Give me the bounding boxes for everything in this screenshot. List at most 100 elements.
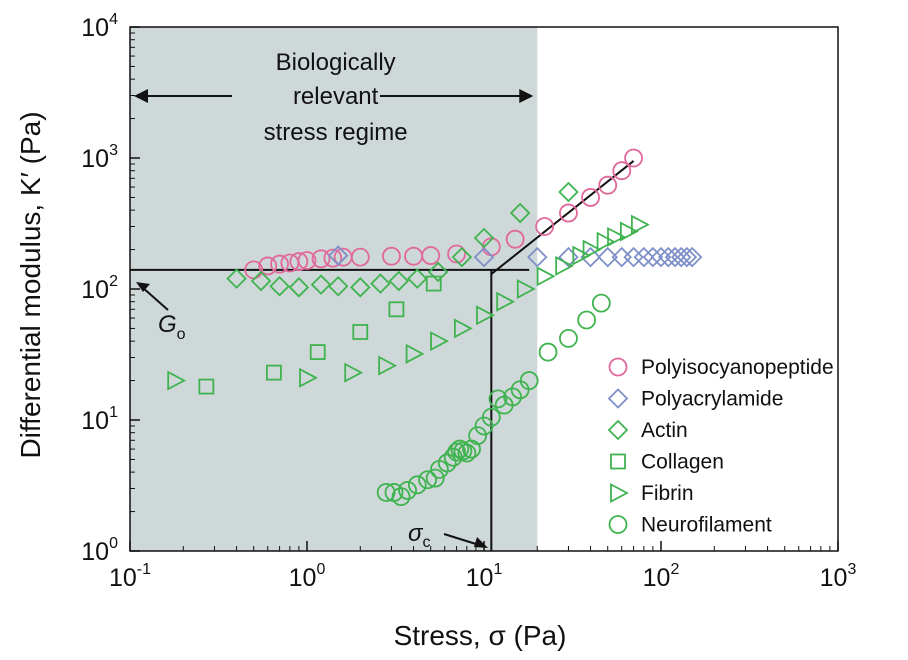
x-tick-label-0: 10-1 [109,561,151,592]
legend-label-polyisocyanopeptide: Polyisocyanopeptide [641,356,834,379]
fibrin-point-9 [516,279,536,299]
polyacrylamide-point-5 [597,246,618,268]
g0-label: Go [158,311,186,343]
fibrin-point-13 [582,239,602,260]
collagen-point-2 [309,344,326,360]
series-neurofilament [376,293,611,507]
sigma-c-arrow-head [474,537,488,548]
y-axis-title: Differential modulus, K′ (Pa) [15,111,46,458]
fibrin-point-14 [596,231,616,252]
polyacrylamide-point-14 [676,246,698,268]
region-arrow-right-head [519,89,534,103]
neurofilament-point-23 [538,342,558,362]
series-fibrin [167,214,650,391]
polyacrylamide-point-4 [580,246,601,268]
actin-point-10 [427,261,449,283]
actin-point-9 [407,268,428,289]
legend-marker-polyisocyanopeptide [608,357,628,377]
legend-label-fibrin: Fibrin [641,482,694,505]
y-tick-label-4: 104 [81,11,118,42]
polyisocyanopeptide-point-9 [350,247,370,267]
legend-label-polyacrylamide: Polyacrylamide [641,388,783,411]
polyacrylamide-point-2 [527,246,548,268]
x-tick-label-4: 103 [820,561,857,592]
fibrin-point-8 [496,291,516,312]
actin-point-7 [370,273,391,294]
fibrin-point-0 [167,370,187,391]
legend-marker-collagen [610,453,626,470]
polyisocyanopeptide-point-17 [559,203,578,223]
g0-arrow-line [141,286,169,311]
fibrin-point-7 [476,305,495,326]
fibrin-point-5 [430,331,449,352]
fibrin-point-6 [453,318,473,339]
polyisocyanopeptide-point-12 [421,246,441,265]
fibrin-point-10 [536,266,556,287]
annotations: Go σc [136,282,488,551]
neurofilament-point-26 [591,293,611,313]
actin-point-12 [473,227,495,249]
polyisocyanopeptide-point-19 [598,175,618,195]
neurofilament-point-22 [519,371,539,390]
actin-point-4 [310,274,332,295]
legend-label-collagen: Collagen [641,451,724,474]
neurofilament-point-6 [425,468,445,488]
region-label-line-2: relevant [293,83,379,110]
series-collagen [198,275,442,395]
polyisocyanopeptide-point-13 [447,244,466,264]
y-tick-label-0: 100 [81,535,118,566]
polyisocyanopeptide-point-18 [581,188,600,207]
polyisocyanopeptide-point-21 [624,148,643,168]
x-tick-label-3: 102 [643,561,680,592]
polyacrylamide-point-3 [558,246,579,268]
y-tick-label-2: 102 [81,273,118,304]
polyacrylamide-point-8 [633,246,655,268]
x-axis-title: Stress, σ (Pa) [394,620,567,651]
polyisocyanopeptide-point-7 [323,248,343,268]
collagen-point-3 [352,324,369,340]
region-arrow-left-head [134,89,148,103]
actin-point-11 [451,246,473,268]
polyacrylamide-point-15 [681,246,703,268]
data-marks [167,148,703,507]
polyisocyanopeptide-point-2 [270,254,289,274]
legend-marker-polyacrylamide [607,388,629,409]
neurofilament-point-8 [437,453,457,473]
legend-marker-neurofilament [608,515,628,534]
neurofilament-point-3 [398,481,417,500]
actin-point-2 [269,275,290,297]
neurofilament-point-4 [407,475,427,495]
actin-point-0 [226,268,247,289]
stiffening-line [490,160,635,275]
neurofilament-point-17 [481,407,501,427]
fibrin-point-12 [572,245,592,266]
fibrin-point-4 [405,343,425,364]
actin-point-3 [288,277,310,298]
actin-point-6 [350,277,371,298]
x-axis-ticks: 10-1 100 101 102 103 [109,541,856,592]
series-actin [226,181,579,298]
region-label: Biologically relevant stress regime [264,49,408,146]
polyisocyanopeptide-point-15 [505,229,525,249]
fibrin-point-15 [607,226,626,247]
polyisocyanopeptide-point-20 [612,161,632,181]
neurofilament-point-24 [559,328,578,348]
legend-marker-actin [607,419,629,441]
region-label-line-1: Biologically [276,49,396,76]
fibrin-point-3 [378,355,398,376]
neurofilament-point-13 [457,443,477,463]
polyisocyanopeptide-point-10 [382,246,401,266]
actin-point-13 [509,202,531,224]
collagen-point-1 [265,364,282,381]
y-tick-label-1: 101 [81,404,118,435]
polyisocyanopeptide-point-6 [311,249,331,269]
collagen-point-0 [198,378,215,395]
y-axis-ticks: 100 101 102 103 104 [81,11,140,566]
actin-point-5 [327,275,349,297]
fibrin-point-2 [344,362,364,383]
neurofilament-point-18 [488,389,508,409]
sigma-c-arrow-line [443,533,477,545]
x-tick-label-1: 100 [289,561,326,592]
shaded-region [130,27,538,551]
